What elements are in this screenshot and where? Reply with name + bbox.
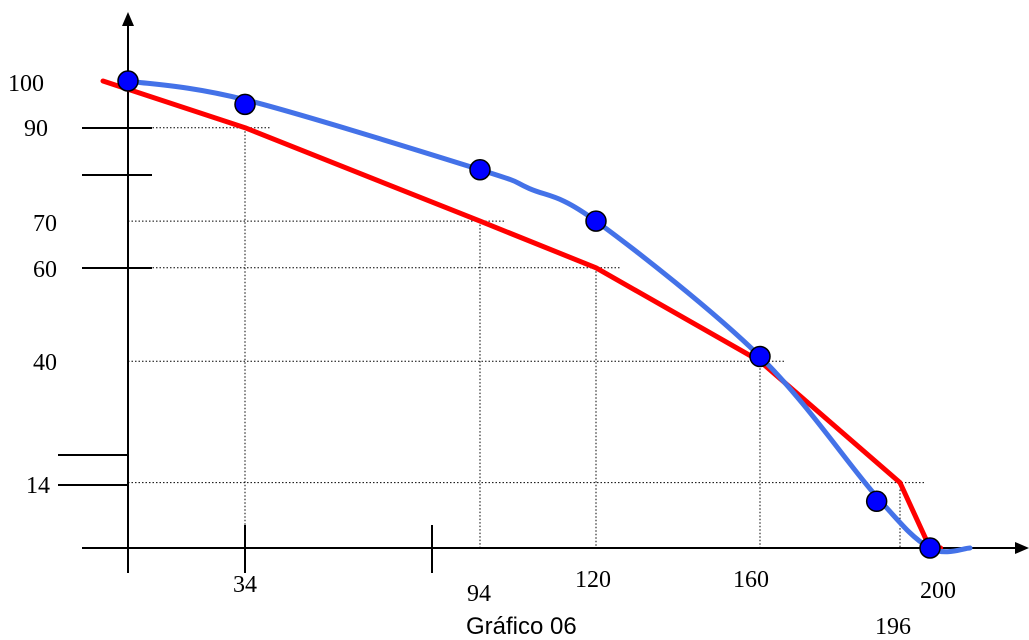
y-tick-label-100: 100 — [8, 71, 44, 97]
axes — [58, 12, 1029, 573]
series-lines — [100, 78, 973, 555]
data-point-marker — [234, 93, 256, 116]
x-tick-label-160: 160 — [733, 567, 769, 593]
chart-caption: Gráfico 06 — [466, 613, 577, 640]
y-tick-label-90: 90 — [24, 116, 48, 142]
tick-labels: 100 90 70 60 40 14 34 94 120 160 200 196… — [8, 71, 956, 640]
dotted-guide-lines — [128, 127, 925, 548]
blue-series-line — [125, 78, 973, 555]
y-tick-label-14: 14 — [26, 473, 50, 499]
y-axis-arrow — [122, 12, 134, 26]
y-tick-label-40: 40 — [33, 350, 57, 376]
x-tick-label-120: 120 — [575, 567, 611, 593]
data-point-marker — [585, 210, 607, 232]
x-tick-label-196: 196 — [875, 614, 911, 640]
x-tick-label-34: 34 — [233, 572, 257, 598]
x-tick-label-200: 200 — [920, 578, 956, 604]
data-point-marker — [749, 345, 771, 368]
data-point-marker — [865, 490, 888, 513]
data-markers — [117, 70, 941, 559]
data-point-marker — [117, 70, 139, 92]
x-tick-label-94: 94 — [467, 581, 491, 607]
y-tick-label-60: 60 — [33, 257, 57, 283]
data-point-marker — [919, 537, 941, 559]
y-tick-label-70: 70 — [33, 211, 57, 237]
data-point-marker — [469, 158, 491, 181]
x-axis-arrow — [1015, 542, 1029, 554]
red-series-line — [100, 78, 944, 551]
